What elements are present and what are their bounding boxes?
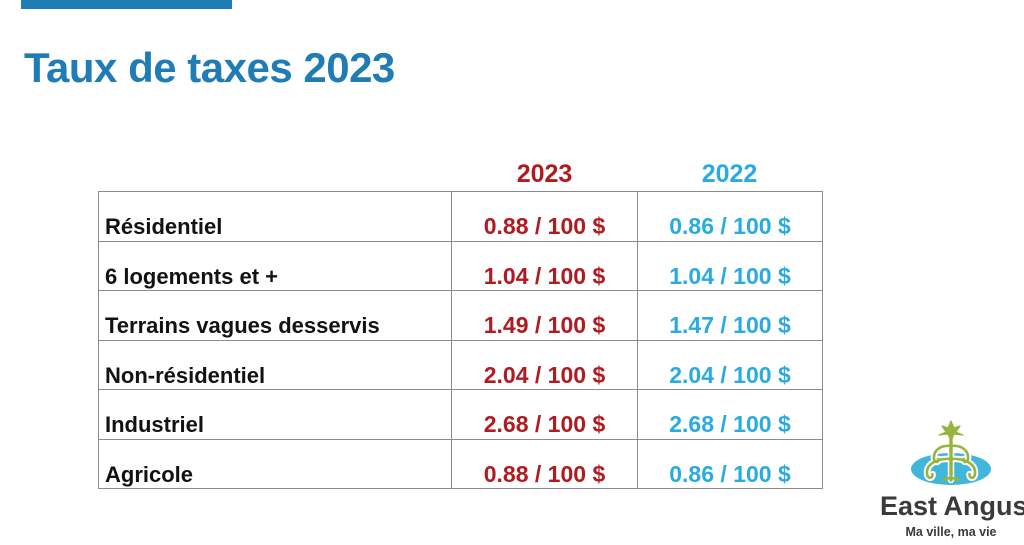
rate-2022: 0.86 / 100 $ xyxy=(637,438,823,489)
rate-2022: 1.04 / 100 $ xyxy=(637,240,823,291)
table-row-terrains-vagues: Terrains vagues desservis 1.49 / 100 $ 1… xyxy=(98,290,823,341)
column-header-2023: 2023 xyxy=(516,160,573,188)
tax-rates-table: Résidentiel 0.88 / 100 $ 0.86 / 100 $ 6 … xyxy=(98,191,823,489)
rate-2022: 1.47 / 100 $ xyxy=(637,290,823,341)
row-label: Terrains vagues desservis xyxy=(98,290,452,341)
east-angus-logo: East Angus Ma ville, ma vie xyxy=(880,419,1024,539)
logo-tagline: Ma ville, ma vie xyxy=(905,525,997,539)
rate-2023: 1.04 / 100 $ xyxy=(451,240,638,291)
row-label: Non-résidentiel xyxy=(98,339,452,390)
row-label: Agricole xyxy=(98,438,452,489)
logo-name: East Angus xyxy=(880,491,1024,521)
rate-2023: 1.49 / 100 $ xyxy=(451,290,638,341)
accent-bar xyxy=(21,0,232,9)
rate-2023: 0.88 / 100 $ xyxy=(451,191,638,242)
rate-2022: 0.86 / 100 $ xyxy=(637,191,823,242)
table-row-agricole: Agricole 0.88 / 100 $ 0.86 / 100 $ xyxy=(98,438,823,489)
row-label: 6 logements et + xyxy=(98,240,452,291)
column-header-2022: 2022 xyxy=(701,160,758,188)
table-row-residentiel: Résidentiel 0.88 / 100 $ 0.86 / 100 $ xyxy=(98,191,823,242)
row-label: Industriel xyxy=(98,389,452,440)
row-label: Résidentiel xyxy=(98,191,452,242)
rate-2023: 2.68 / 100 $ xyxy=(451,389,638,440)
rate-2023: 2.04 / 100 $ xyxy=(451,339,638,390)
table-row-industriel: Industriel 2.68 / 100 $ 2.68 / 100 $ xyxy=(98,389,823,440)
rate-2022: 2.04 / 100 $ xyxy=(637,339,823,390)
rate-2022: 2.68 / 100 $ xyxy=(637,389,823,440)
rate-2023: 0.88 / 100 $ xyxy=(451,438,638,489)
tree-ellipse-icon xyxy=(911,419,991,485)
page-title: Taux de taxes 2023 xyxy=(24,44,395,91)
table-row-non-residentiel: Non-résidentiel 2.04 / 100 $ 2.04 / 100 … xyxy=(98,339,823,390)
table-row-6-logements: 6 logements et + 1.04 / 100 $ 1.04 / 100… xyxy=(98,240,823,291)
